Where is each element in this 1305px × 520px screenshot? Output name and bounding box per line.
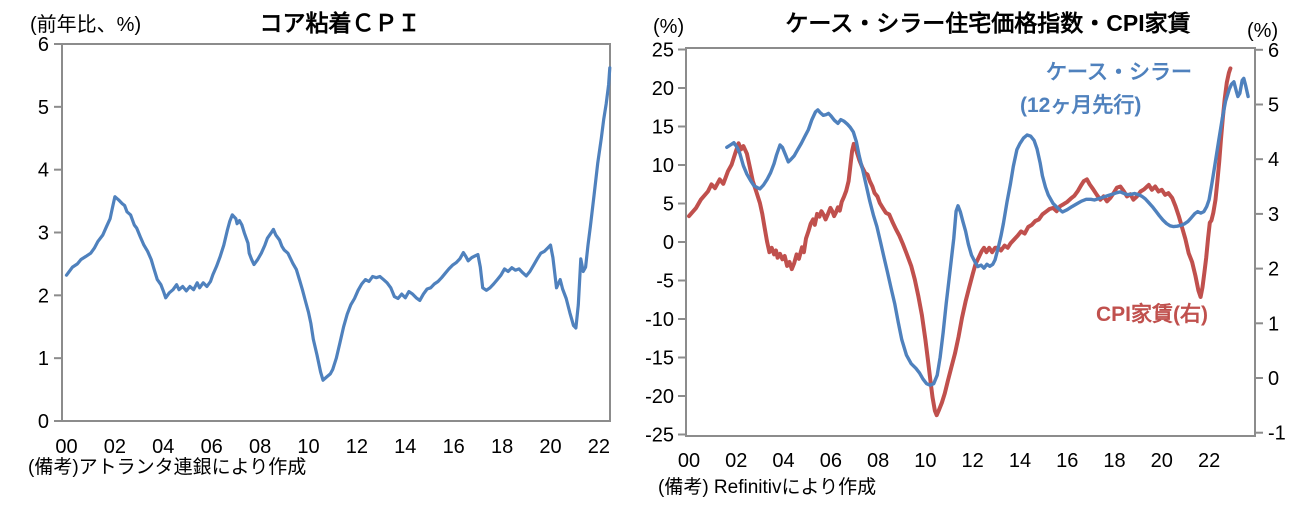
left-chart-x-tick-label: 04 (152, 436, 174, 458)
legend-case-shiller-line1: ケース・シラー (1046, 61, 1192, 84)
left-chart-x-tick-label: 16 (443, 436, 465, 458)
left-chart-x-tick-label: 10 (297, 436, 319, 458)
left-chart-y-tick-label: 3 (38, 223, 49, 245)
left-chart-y-tick-label: 0 (38, 411, 49, 433)
right-chart-x-tick-label: 14 (1009, 450, 1031, 472)
left-chart-x-tick-label: 22 (588, 436, 610, 458)
legend-cpi-rent: CPI家賃(右) (1096, 303, 1208, 326)
right-chart-left-tick-label: -20 (645, 386, 674, 408)
series-line-case-shiller (725, 76, 1250, 387)
right-chart-right-tick-label: 6 (1268, 40, 1279, 62)
legend-case-shiller-line2: (12ヶ月先行) (1020, 94, 1142, 117)
right-chart-right-tick-label: 5 (1268, 95, 1279, 117)
right-chart-x-tick-label: 18 (1103, 450, 1125, 472)
left-chart-note: (備考)アトランタ連銀により作成 (28, 457, 307, 478)
right-chart-left-tick-label: 25 (652, 40, 674, 62)
right-chart-left-tick-label: 0 (663, 232, 674, 254)
left-chart-x-tick-label: 20 (539, 436, 561, 458)
right-chart-left-tick-label: -15 (645, 348, 674, 370)
left-chart-x-tick-label: 02 (104, 436, 126, 458)
left-chart-plot-border (61, 43, 611, 422)
right-chart-x-tick-label: 04 (772, 450, 794, 472)
left-chart-title: コア粘着ＣＰＩ (259, 10, 421, 36)
right-chart-x-tick-label: 06 (820, 450, 842, 472)
left-chart-y-tick-label: 1 (38, 348, 49, 370)
right-chart-left-axis-unit: (%) (653, 16, 685, 38)
right-chart-x-tick-label: 20 (1151, 450, 1173, 472)
right-chart-x-tick-label: 02 (725, 450, 747, 472)
left-chart-x-tick-label: 18 (491, 436, 513, 458)
left-chart-x-tick-label: 00 (55, 436, 77, 458)
left-chart-y-tick-label: 2 (38, 285, 49, 307)
right-chart-x-tick-label: 16 (1056, 450, 1078, 472)
right-chart-left-tick-label: -5 (656, 271, 674, 293)
right-chart-title: ケース・シラー住宅価格指数・CPI家賃 (785, 10, 1191, 36)
right-chart-x-tick-label: 08 (867, 450, 889, 472)
right-chart-x-tick-label: 22 (1198, 450, 1220, 472)
right-chart-right-tick-label: 4 (1268, 149, 1279, 171)
right-chart-left-tick-label: -10 (645, 309, 674, 331)
left-chart-x-tick-label: 12 (346, 436, 368, 458)
right-chart-left-tick-label: 5 (663, 194, 674, 216)
left-chart-y-tick-label: 4 (38, 160, 49, 182)
left-chart-y-tick-label: 5 (38, 97, 49, 119)
left-chart-y-tick-label: 6 (38, 34, 49, 56)
left-chart-y-axis-unit: (前年比、%) (30, 14, 142, 36)
right-chart-left-tick-label: 10 (652, 155, 674, 177)
right-chart-left-tick-label: 15 (652, 117, 674, 139)
series-line-cpi-rent (687, 66, 1233, 418)
right-chart-right-tick-label: 2 (1268, 259, 1279, 281)
right-chart-x-tick-label: 00 (678, 450, 700, 472)
right-chart-left-tick-label: 20 (652, 78, 674, 100)
left-chart-x-tick-label: 08 (249, 436, 271, 458)
right-chart-right-axis-unit: (%) (1247, 20, 1279, 42)
right-chart-x-tick-label: 10 (914, 450, 936, 472)
left-chart-x-tick-label: 06 (201, 436, 223, 458)
right-chart-left-tick-label: -25 (645, 425, 674, 447)
right-chart-plot-border (685, 47, 1256, 437)
right-chart-x-tick-label: 12 (962, 450, 984, 472)
right-chart-note: (備考) Refinitivにより作成 (658, 477, 877, 498)
right-chart-right-tick-label: 1 (1268, 313, 1279, 335)
right-chart-right-tick-label: -1 (1268, 423, 1286, 445)
right-chart-right-tick-label: 0 (1268, 368, 1279, 390)
left-chart-x-tick-label: 14 (394, 436, 416, 458)
series-line-core-sticky-cpi (64, 66, 612, 382)
right-chart-right-tick-label: 3 (1268, 204, 1279, 226)
